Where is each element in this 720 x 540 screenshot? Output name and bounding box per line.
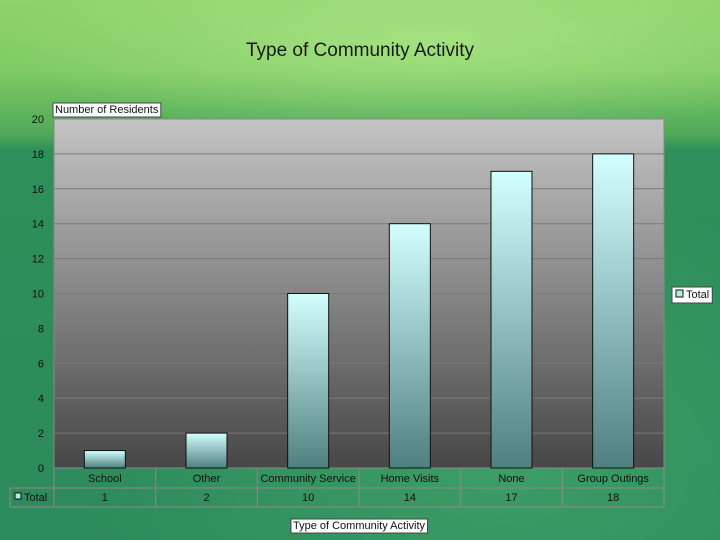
y-tick-label: 8 <box>38 323 44 335</box>
category-label: None <box>498 473 524 485</box>
data-value-label: 18 <box>607 492 619 504</box>
legend-label: Total <box>686 289 709 301</box>
category-label: School <box>88 473 122 485</box>
bar <box>490 170 533 469</box>
y-tick-label: 14 <box>32 219 44 231</box>
y-tick-label: 10 <box>32 289 44 301</box>
y-tick-label: 6 <box>38 358 44 370</box>
y-tick-label: 20 <box>32 114 44 126</box>
bar <box>83 450 126 469</box>
table-series-name: Total <box>24 492 47 504</box>
y-tick-label: 2 <box>38 428 44 440</box>
x-axis-title: Type of Community Activity <box>290 518 429 534</box>
table-series-key <box>14 492 22 500</box>
bar <box>287 293 330 469</box>
legend-key <box>675 289 684 298</box>
y-tick-label: 18 <box>32 149 44 161</box>
bar <box>185 432 228 469</box>
category-label: Other <box>193 473 221 485</box>
data-value-label: 2 <box>203 492 209 504</box>
y-axis-title: Number of Residents <box>52 102 162 118</box>
data-value-label: 14 <box>404 492 416 504</box>
y-tick-label: 12 <box>32 254 44 266</box>
y-tick-label: 0 <box>38 463 44 475</box>
table-series-row <box>9 487 665 508</box>
y-tick-label: 4 <box>38 393 44 405</box>
legend: Total <box>671 286 713 304</box>
category-label: Group Outings <box>577 473 649 485</box>
data-value-label: 17 <box>505 492 517 504</box>
svg-text:Number of Residents: Number of Residents <box>55 104 159 116</box>
bar <box>592 153 635 469</box>
category-label: Community Service <box>260 473 355 485</box>
y-tick-label: 16 <box>32 184 44 196</box>
bar <box>388 223 431 469</box>
chart-title: Type of Community Activity <box>245 40 475 61</box>
data-value-label: 10 <box>302 492 314 504</box>
category-label: Home Visits <box>381 473 440 485</box>
data-value-label: 1 <box>102 492 108 504</box>
svg-text:Type of Community Activity: Type of Community Activity <box>293 520 426 532</box>
